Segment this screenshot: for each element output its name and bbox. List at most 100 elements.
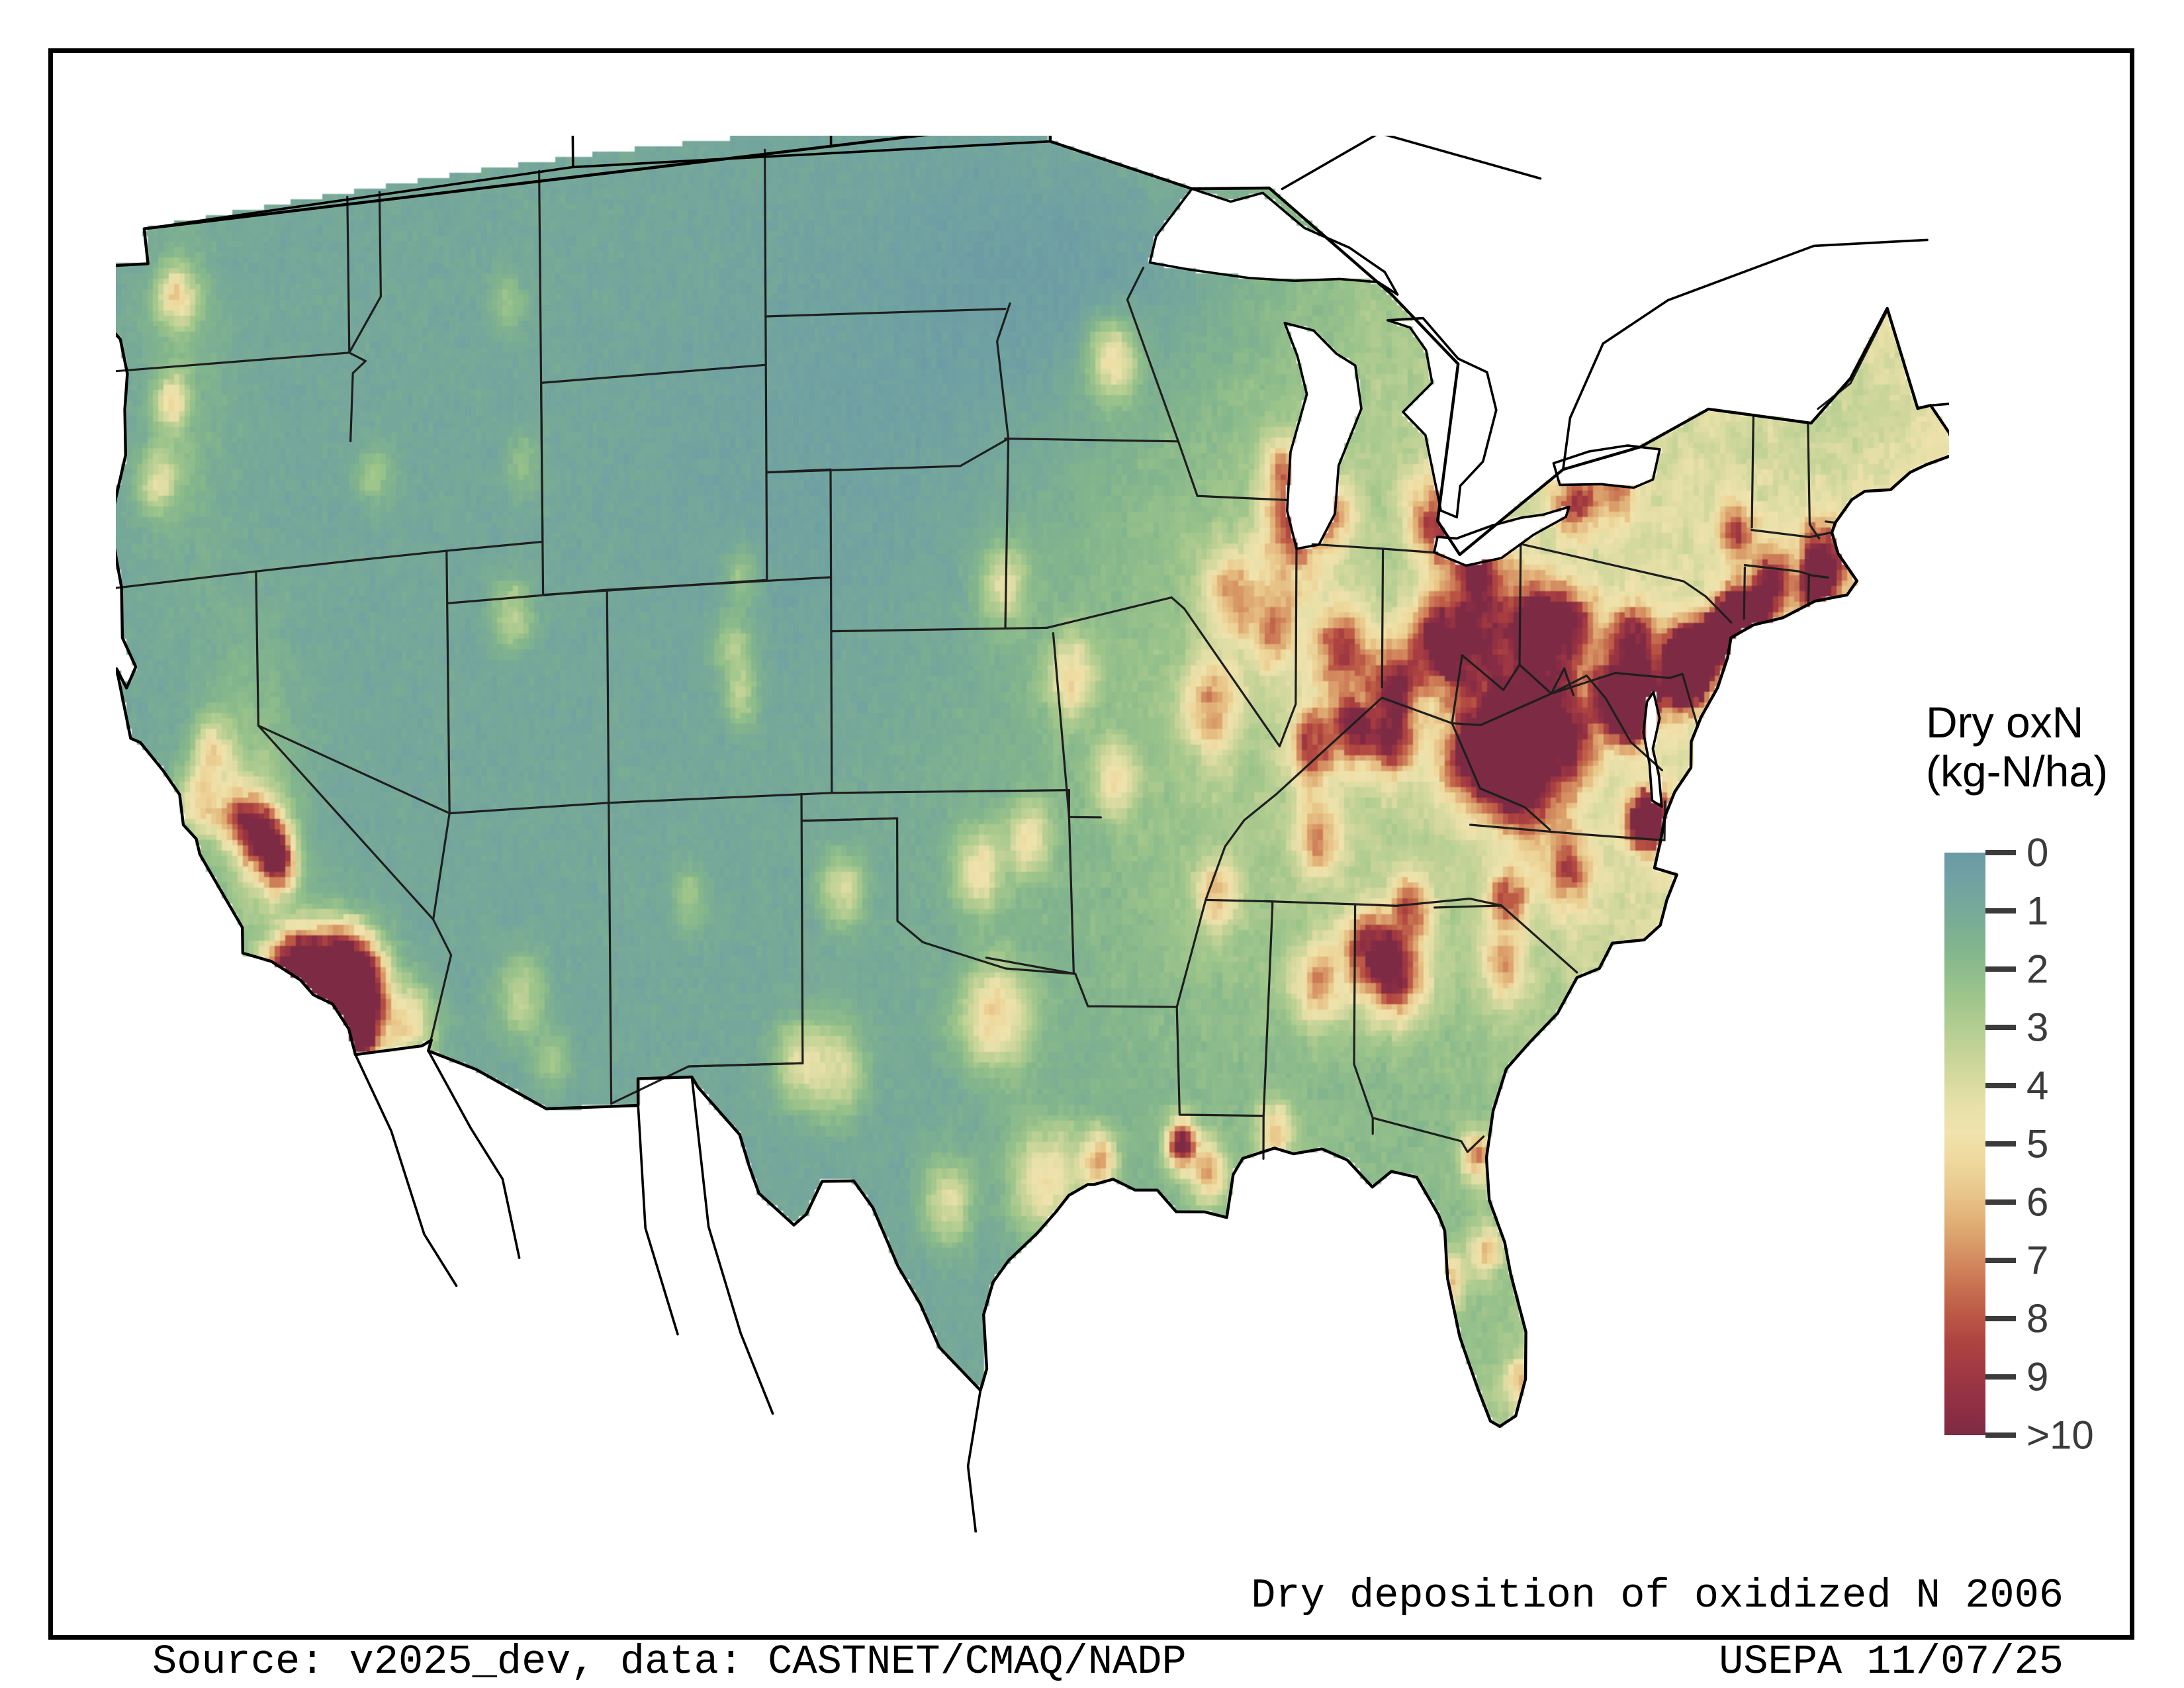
state-boundary (1518, 543, 1671, 695)
colorbar-tick-label: 1 (2026, 888, 2049, 933)
state-boundary (1183, 607, 1281, 747)
state-boundary (1451, 654, 1521, 725)
national-coastline (116, 136, 1949, 1428)
international-boundary (354, 1053, 458, 1288)
international-boundary (690, 1076, 774, 1415)
figure-frame: Dry oxN (kg-N/ha) 0 1 2 3 4 5 6 7 8 9 >10 Dry depo… (48, 48, 2134, 1685)
state-boundary (1807, 574, 1810, 607)
map-caption: Dry deposition of oxidized N 2006 (1251, 1572, 2064, 1619)
state-boundary (116, 540, 544, 589)
colorbar-tick-label: >10 (2026, 1413, 2094, 1458)
state-boundary (1520, 543, 1707, 598)
agency-caption: USEPA 11/07/25 (1719, 1638, 2064, 1685)
state-boundary (1469, 823, 1666, 841)
state-boundary (1278, 542, 1298, 747)
state-boundary (765, 468, 833, 579)
colorbar-tick (1985, 850, 2016, 855)
state-boundary (1263, 898, 1503, 907)
state-boundary (985, 957, 1077, 975)
state-boundary (1751, 529, 1833, 538)
state-boundary (446, 588, 610, 815)
colorbar-tick (1985, 1258, 2016, 1263)
state-boundary (1353, 903, 1374, 1135)
state-boundary (765, 438, 1010, 474)
state-boundary (764, 308, 1007, 318)
legend: Dry oxN (kg-N/ha) 0 1 2 3 4 5 6 7 8 9 >10 (1926, 698, 2184, 1457)
colorbar-tick (1985, 1316, 2016, 1321)
deposition-map (116, 136, 1949, 1532)
colorbar-tick-label: 9 (2026, 1354, 2049, 1399)
state-boundary (1668, 673, 1699, 728)
state-boundary (606, 576, 833, 804)
colorbar-tick (1985, 1432, 2016, 1438)
state-boundary (610, 792, 804, 1105)
colorbar-tick-label: 3 (2026, 1005, 2049, 1050)
colorbar-tick-label: 6 (2026, 1180, 2049, 1225)
state-boundary (1743, 564, 1829, 579)
state-boundary (1196, 494, 1289, 501)
source-caption: Source: v2025_dev, data: CASTNET/CMAQ/NA… (152, 1638, 1187, 1685)
state-boundary (1052, 632, 1070, 818)
international-boundary (829, 136, 833, 147)
map-boundaries (116, 136, 1949, 1532)
state-boundary (1004, 438, 1199, 497)
state-boundary (1175, 793, 1277, 1008)
lake-outline (1148, 187, 1399, 296)
state-boundary (1751, 414, 1754, 529)
lake-outline (1283, 322, 1363, 550)
deposition-raster (116, 136, 1949, 1532)
state-boundary (1451, 722, 1551, 831)
international-boundary (1929, 402, 1949, 407)
state-boundary (1825, 520, 1837, 524)
lake-outline (1387, 316, 1498, 519)
legend-title-line2: (kg-N/ha) (1926, 746, 2109, 796)
state-boundary (608, 802, 613, 1105)
state-boundary (1743, 566, 1746, 620)
colorbar-tick (1985, 1141, 2016, 1147)
colorbar-tick-label: 0 (2026, 830, 2049, 875)
state-boundary (348, 191, 382, 354)
state-boundary (348, 352, 367, 442)
state-boundary (996, 302, 1011, 629)
legend-title-line1: Dry oxN (1926, 698, 2084, 747)
colorbar-tick-label: 2 (2026, 947, 2049, 992)
international-boundary (1281, 136, 1542, 191)
state-boundary (1205, 898, 1274, 903)
state-boundary (1550, 667, 1575, 696)
state-boundary (1705, 595, 1733, 624)
state-boundary (116, 195, 351, 373)
state-boundary (800, 817, 899, 822)
state-boundary (1433, 904, 1578, 974)
state-boundary (255, 570, 435, 921)
colorbar-wrapper: 0 1 2 3 4 5 6 7 8 9 >10 (1944, 831, 2183, 1458)
state-boundary (1382, 547, 1439, 554)
state-boundary (800, 817, 1077, 975)
international-boundary (427, 1049, 521, 1259)
state-boundary (538, 148, 767, 384)
state-boundary (1074, 972, 1225, 1117)
international-boundary (637, 1104, 679, 1336)
colorbar-tick-label: 4 (2026, 1063, 2049, 1108)
state-boundary (1262, 900, 1274, 1117)
state-boundary (1046, 596, 1185, 629)
colorbar-tick (1985, 1025, 2016, 1030)
colorbar-tick (1985, 1374, 2016, 1380)
international-boundary (966, 1389, 982, 1532)
state-boundary (257, 549, 451, 815)
colorbar-tick (1985, 1083, 2016, 1088)
state-boundary (1381, 547, 1385, 688)
international-boundary (1562, 238, 1929, 471)
international-boundary (143, 136, 1052, 230)
state-boundary (540, 363, 768, 596)
state-boundary (427, 812, 453, 1052)
international-boundary (571, 136, 574, 169)
state-boundary (831, 789, 1070, 794)
state-boundary (1807, 422, 1821, 539)
state-boundary (1371, 1117, 1485, 1153)
state-boundary (1550, 675, 1663, 772)
lake-outline (1642, 690, 1663, 808)
colorbar-tick (1985, 1199, 2016, 1205)
colorbar-tick (1985, 966, 2016, 972)
state-boundary (1311, 543, 1385, 550)
colorbar-tick-label: 5 (2026, 1121, 2049, 1166)
